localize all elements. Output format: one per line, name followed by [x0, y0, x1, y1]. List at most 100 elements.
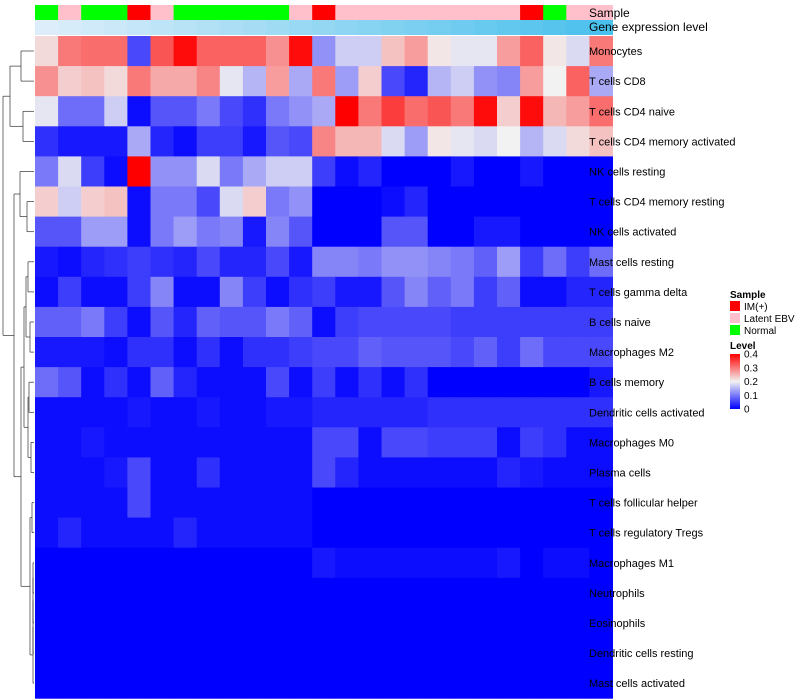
row-label: Eosinophils: [589, 618, 646, 630]
heatmap-cell: [404, 668, 429, 699]
heatmap-cell: [381, 186, 406, 218]
heatmap-cell: [543, 427, 567, 458]
heatmap-cell: [427, 367, 452, 398]
gene-annotation-cell: [566, 20, 590, 35]
heatmap-cell: [58, 517, 82, 549]
row-label: T cells CD4 naive: [589, 106, 675, 118]
gene-annotation-cell: [312, 20, 336, 35]
level-colorbar: [730, 354, 740, 409]
heatmap-cell: [566, 156, 590, 187]
heatmap-cell: [335, 96, 359, 127]
gene-annotation-cell: [450, 20, 475, 35]
heatmap-cell: [173, 668, 198, 699]
heatmap-cell: [473, 276, 498, 308]
sample-annotation-cell: [335, 5, 359, 20]
gene-annotation-cell: [104, 20, 128, 35]
heatmap-cell: [520, 397, 544, 428]
sample-annotation-cell: [589, 5, 613, 20]
heatmap-cell: [150, 246, 175, 278]
heatmap-cell: [196, 457, 221, 488]
heatmap-cell: [196, 246, 221, 278]
heatmap-cell: [81, 638, 105, 669]
heatmap-cell: [358, 96, 382, 127]
heatmap-cell: [427, 186, 452, 218]
heatmap-cell: [473, 156, 498, 187]
heatmap-cell: [358, 607, 382, 639]
row-label: Mast cells activated: [589, 678, 685, 690]
heatmap-cell: [104, 668, 128, 699]
heatmap-cell: [497, 668, 521, 699]
heatmap-cell: [35, 66, 59, 97]
heatmap-cell: [35, 668, 59, 699]
heatmap-cell: [196, 216, 221, 248]
heatmap-cell: [196, 517, 221, 549]
heatmap-cell: [543, 487, 567, 519]
heatmap-cell: [35, 457, 59, 488]
heatmap-cell: [58, 427, 82, 458]
heatmap-cell: [381, 126, 406, 157]
heatmap-cell: [543, 96, 567, 127]
heatmap-cell: [150, 397, 175, 428]
sample-annotation-cell: [358, 5, 382, 20]
heatmap-cell: [312, 36, 336, 67]
heatmap-cell: [266, 638, 290, 669]
heatmap-cell: [589, 36, 613, 67]
heatmap-cell: [543, 66, 567, 97]
heatmap-cell: [450, 547, 475, 579]
heatmap-cell: [335, 306, 359, 338]
heatmap-cell: [450, 36, 475, 67]
heatmap-cell: [381, 638, 406, 669]
heatmap-cell: [173, 337, 198, 368]
heatmap-cell: [196, 487, 221, 519]
sample-annotation-cell: [242, 5, 267, 20]
heatmap-cell: [381, 487, 406, 519]
heatmap-cell: [127, 96, 151, 127]
heatmap-cell: [104, 638, 128, 669]
heatmap-cell: [289, 607, 313, 639]
heatmap-cell: [335, 487, 359, 519]
heatmap-cell: [81, 607, 105, 639]
heatmap-cell: [473, 397, 498, 428]
heatmap-cell: [219, 36, 244, 67]
heatmap-cell: [289, 216, 313, 248]
heatmap-cell: [404, 367, 429, 398]
heatmap-cell: [335, 66, 359, 97]
heatmap-cell: [104, 126, 128, 157]
heatmap-cell: [543, 668, 567, 699]
row-label: Mast cells resting: [589, 257, 674, 269]
heatmap-cell: [173, 577, 198, 609]
gene-annotation-cell: [219, 20, 244, 35]
heatmap-cell: [427, 306, 452, 338]
heatmap-cell: [219, 487, 244, 519]
heatmap-cell: [289, 36, 313, 67]
heatmap-cell: [543, 607, 567, 639]
level-legend-tick-label: 0.4: [744, 350, 758, 361]
heatmap-cell: [566, 337, 590, 368]
heatmap-cell: [289, 156, 313, 187]
heatmap-cell: [404, 547, 429, 579]
heatmap-cell: [104, 66, 128, 97]
heatmap-cell: [404, 517, 429, 549]
gene-annotation-cell: [381, 20, 406, 35]
heatmap-cell: [358, 487, 382, 519]
heatmap-cell: [404, 306, 429, 338]
heatmap-cell: [473, 577, 498, 609]
heatmap-cell: [404, 36, 429, 67]
heatmap-cell: [404, 457, 429, 488]
heatmap-cell: [473, 306, 498, 338]
gene-annotation-cell: [473, 20, 498, 35]
heatmap-cell: [242, 607, 267, 639]
heatmap-cell: [473, 547, 498, 579]
heatmap-cell: [104, 246, 128, 278]
heatmap-cell: [150, 186, 175, 218]
heatmap-cell: [242, 306, 267, 338]
heatmap-cell: [358, 186, 382, 218]
heatmap-cell: [404, 96, 429, 127]
heatmap-cell: [381, 306, 406, 338]
gene-annotation-cell: [58, 20, 82, 35]
heatmap-cell: [127, 276, 151, 308]
heatmap-cell: [473, 638, 498, 669]
row-label: T cells follicular helper: [589, 498, 698, 510]
gene-annotation-cell: [289, 20, 313, 35]
